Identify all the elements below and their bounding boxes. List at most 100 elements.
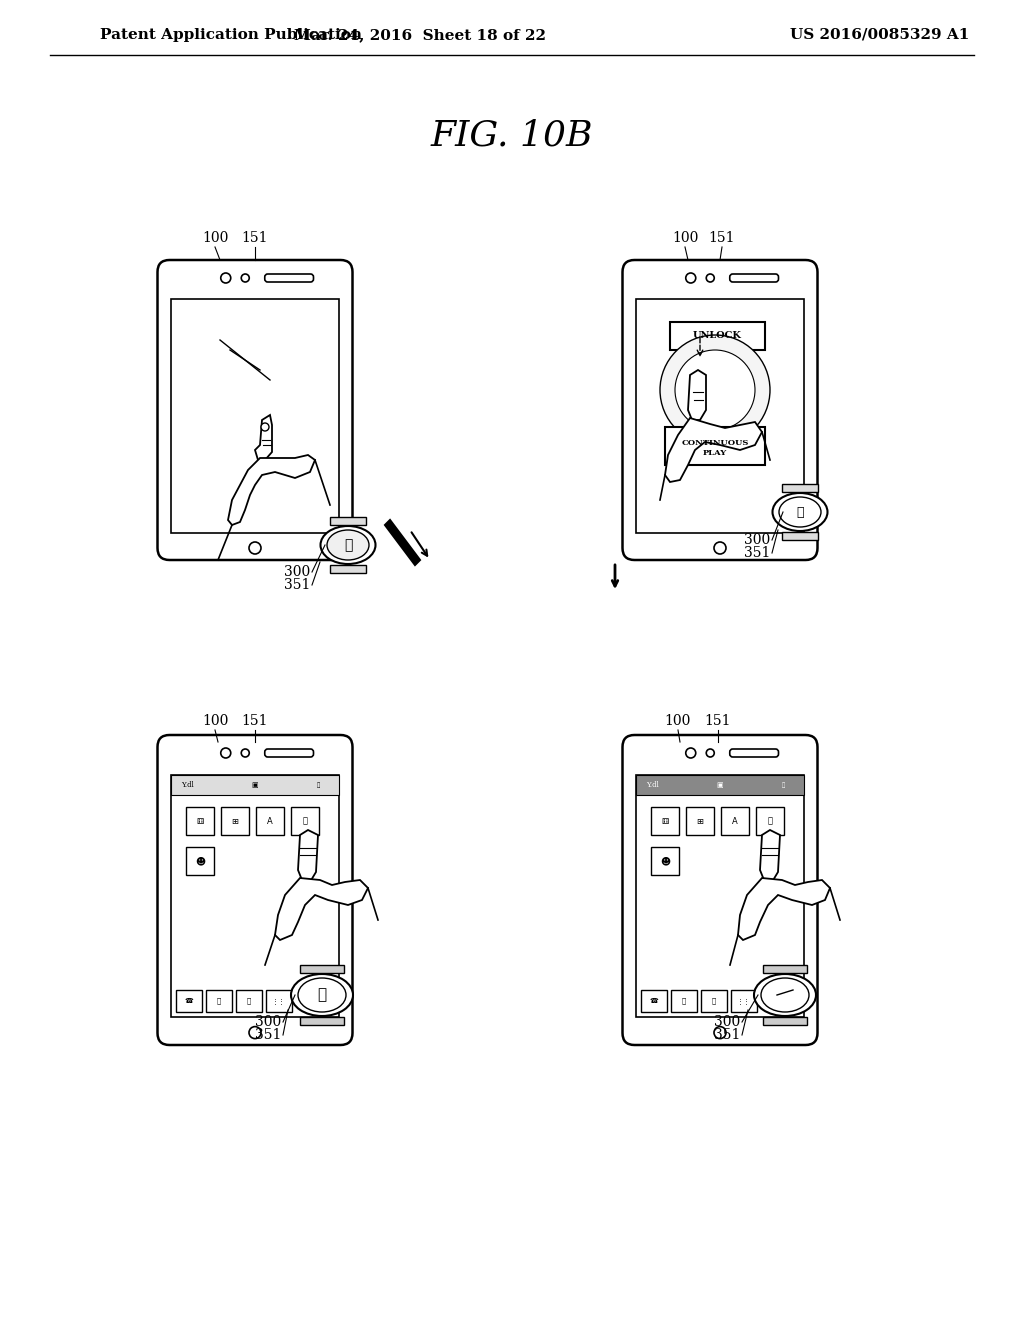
Bar xyxy=(291,808,319,836)
Ellipse shape xyxy=(772,492,827,531)
Text: ☻: ☻ xyxy=(660,857,671,866)
Text: ⌚: ⌚ xyxy=(344,539,352,552)
Bar xyxy=(330,517,366,525)
Text: UNLOCK: UNLOCK xyxy=(692,331,741,341)
Circle shape xyxy=(686,748,695,758)
Bar xyxy=(686,808,714,836)
Text: 👤: 👤 xyxy=(217,998,221,1005)
Text: Y.dl: Y.dl xyxy=(646,781,658,789)
Polygon shape xyxy=(228,455,315,525)
Bar xyxy=(186,847,214,875)
Text: 100: 100 xyxy=(665,714,691,729)
Ellipse shape xyxy=(327,531,369,560)
Text: 300: 300 xyxy=(714,1015,740,1030)
Bar xyxy=(782,484,818,492)
Circle shape xyxy=(242,748,249,756)
Text: ⋮⋮: ⋮⋮ xyxy=(272,998,286,1005)
Bar xyxy=(206,990,232,1012)
Bar xyxy=(636,775,804,795)
Bar xyxy=(266,990,292,1012)
Bar xyxy=(756,808,784,836)
Text: 100: 100 xyxy=(672,231,698,246)
Polygon shape xyxy=(255,414,272,459)
Polygon shape xyxy=(275,878,368,940)
Bar xyxy=(300,1016,344,1026)
Bar xyxy=(671,990,697,1012)
Circle shape xyxy=(714,1027,726,1039)
Polygon shape xyxy=(385,520,420,565)
Text: 👤: 👤 xyxy=(682,998,686,1005)
Bar xyxy=(731,990,757,1012)
Text: ⚅: ⚅ xyxy=(197,817,204,826)
Text: Mar. 24, 2016  Sheet 18 of 22: Mar. 24, 2016 Sheet 18 of 22 xyxy=(294,28,546,42)
Bar xyxy=(171,300,339,533)
Circle shape xyxy=(714,543,726,554)
Text: PLAY: PLAY xyxy=(702,449,727,457)
Text: ⊞: ⊞ xyxy=(231,817,239,826)
Ellipse shape xyxy=(754,974,816,1016)
Bar xyxy=(330,565,366,573)
Text: 300: 300 xyxy=(743,533,770,546)
Text: FIG. 10B: FIG. 10B xyxy=(431,117,593,152)
Text: 300: 300 xyxy=(284,565,310,579)
Text: 151: 151 xyxy=(242,231,268,246)
Text: US 2016/0085329 A1: US 2016/0085329 A1 xyxy=(790,28,970,42)
Text: Y.dl: Y.dl xyxy=(181,781,194,789)
Circle shape xyxy=(707,275,715,282)
Ellipse shape xyxy=(291,974,353,1016)
Text: 💬: 💬 xyxy=(712,998,716,1005)
FancyBboxPatch shape xyxy=(265,275,313,282)
Text: ▣: ▣ xyxy=(717,783,723,788)
Ellipse shape xyxy=(761,978,809,1012)
Text: 151: 151 xyxy=(705,714,731,729)
Text: ▣: ▣ xyxy=(252,783,258,788)
Text: 🚗: 🚗 xyxy=(317,987,327,1002)
Text: Patent Application Publication: Patent Application Publication xyxy=(100,28,362,42)
Circle shape xyxy=(261,422,269,432)
Bar xyxy=(237,990,262,1012)
Text: 100: 100 xyxy=(202,231,228,246)
Circle shape xyxy=(707,748,715,756)
Bar xyxy=(186,808,214,836)
Bar xyxy=(670,322,765,350)
Text: ⋮⋮: ⋮⋮ xyxy=(737,998,752,1005)
Circle shape xyxy=(686,273,695,282)
Text: 🎤: 🎤 xyxy=(303,817,307,826)
Text: 351: 351 xyxy=(255,1028,281,1041)
Circle shape xyxy=(675,350,755,430)
Polygon shape xyxy=(688,370,706,420)
Bar xyxy=(171,775,339,1018)
Text: 🎤: 🎤 xyxy=(768,817,773,826)
Bar xyxy=(171,775,339,795)
Text: A: A xyxy=(732,817,738,826)
Circle shape xyxy=(660,335,770,445)
Polygon shape xyxy=(665,418,762,482)
Circle shape xyxy=(242,275,249,282)
Text: ☎: ☎ xyxy=(184,998,194,1005)
Polygon shape xyxy=(760,830,780,882)
Bar xyxy=(176,990,202,1012)
Circle shape xyxy=(249,1027,261,1039)
FancyBboxPatch shape xyxy=(158,260,352,560)
Bar xyxy=(651,808,679,836)
Text: ⚅: ⚅ xyxy=(662,817,669,826)
Ellipse shape xyxy=(321,525,376,564)
Text: ⬛: ⬛ xyxy=(782,783,785,788)
Bar xyxy=(651,847,679,875)
Bar xyxy=(256,808,284,836)
Ellipse shape xyxy=(779,498,821,527)
Text: 100: 100 xyxy=(202,714,228,729)
Text: 151: 151 xyxy=(242,714,268,729)
Bar xyxy=(641,990,668,1012)
Text: CONTINUOUS: CONTINUOUS xyxy=(681,440,749,447)
Bar xyxy=(763,1016,807,1026)
Bar xyxy=(300,965,344,973)
Bar xyxy=(701,990,727,1012)
Circle shape xyxy=(221,273,230,282)
Text: ⊞: ⊞ xyxy=(696,817,703,826)
Bar xyxy=(763,965,807,973)
Text: 351: 351 xyxy=(743,546,770,560)
Text: 300: 300 xyxy=(255,1015,281,1030)
Bar xyxy=(221,808,249,836)
Text: 151: 151 xyxy=(709,231,735,246)
